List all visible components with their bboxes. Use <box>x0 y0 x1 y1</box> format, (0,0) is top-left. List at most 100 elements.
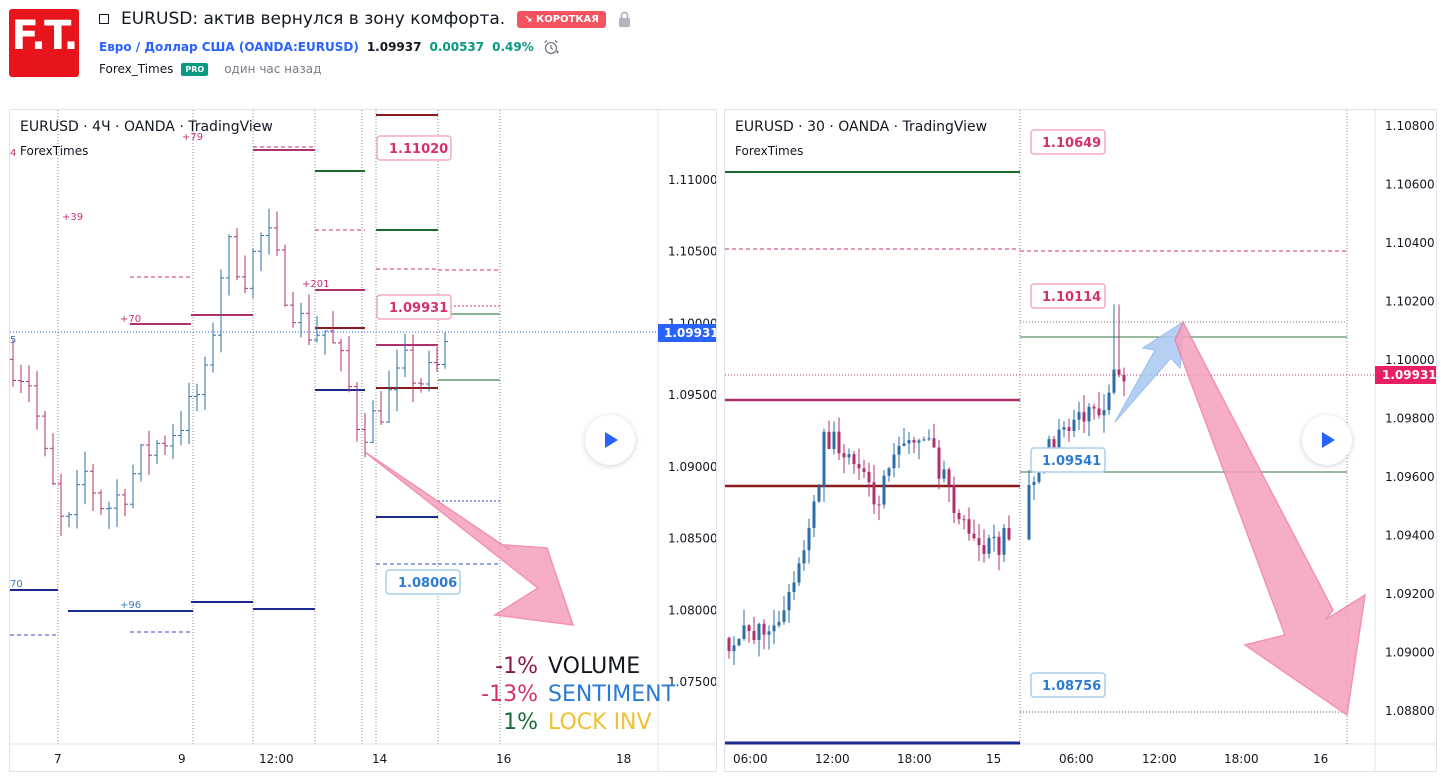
candle <box>862 468 866 472</box>
candle <box>1072 419 1076 432</box>
current-price-tag <box>1375 366 1436 384</box>
time-axis-label: 12:00 <box>815 752 850 766</box>
forex-times-logo[interactable]: F.T. <box>9 9 79 77</box>
price-callout-label: 1.08756 <box>1042 679 1101 694</box>
left-chart-watermark: ForexTimes <box>20 144 89 158</box>
price-axis-label: 1.09000 <box>668 460 716 474</box>
trend-arrow-down <box>1174 320 1366 717</box>
time-axis-label: 18:00 <box>1224 752 1259 766</box>
candle <box>967 519 971 534</box>
price-axis-label: 1.10600 <box>1385 178 1435 192</box>
candle <box>1102 410 1106 416</box>
price-axis-label: 1.10200 <box>1385 295 1435 309</box>
right-chart-watermark: ForexTimes <box>735 144 804 158</box>
candle <box>742 625 746 639</box>
candle <box>947 469 951 486</box>
price-axis-label: 1.10400 <box>1385 236 1435 250</box>
lock-icon <box>619 11 630 27</box>
short-badge: ↘ КОРОТКАЯ <box>517 10 606 28</box>
time-axis-label: 12:00 <box>1142 752 1177 766</box>
candle <box>807 527 811 551</box>
pips-label: 4 <box>10 148 16 159</box>
price-axis-label: 1.11000 <box>668 173 716 187</box>
candle <box>987 538 991 554</box>
candle <box>792 582 796 593</box>
candle <box>952 485 956 514</box>
candle <box>752 631 756 640</box>
price-axis-label: 1.10500 <box>668 245 716 259</box>
candle <box>817 486 821 502</box>
candle <box>857 464 861 469</box>
candle <box>837 431 841 454</box>
candle <box>782 610 786 622</box>
right-chart-panel[interactable]: 1.10649 1.10114 1.09541 1.08756 1.10800 1.106… <box>724 109 1437 772</box>
candle <box>957 513 961 520</box>
price-axis-label: 1.07500 <box>668 675 716 689</box>
price-callout-label: 1.11020 <box>389 142 448 157</box>
stat-row: 1% LOCK INV <box>480 710 652 735</box>
time-axis-label: 18:00 <box>897 752 932 766</box>
candle <box>927 438 931 440</box>
symbol-row: Евро / Доллар США (OANDA:EURUSD) 1.09937… <box>99 38 560 56</box>
alarm-clock-icon[interactable] <box>542 38 560 56</box>
candle <box>1122 374 1126 382</box>
candle <box>942 469 946 479</box>
candle <box>1047 439 1051 448</box>
candle <box>932 438 936 448</box>
candle <box>852 454 856 465</box>
candle <box>922 439 926 441</box>
candle <box>737 638 741 646</box>
candle <box>902 443 906 446</box>
candle <box>872 482 876 505</box>
play-button-right[interactable] <box>1302 415 1352 465</box>
candle <box>897 445 901 455</box>
candle <box>1037 472 1041 482</box>
price-callout-box <box>376 294 452 320</box>
candle <box>982 545 986 554</box>
left-chart-panel[interactable]: 4 +39 +79 +70 +201 +96 70 5 1.11020 1.09931 1.0800… <box>9 109 717 772</box>
candle <box>822 431 826 487</box>
current-price-tag <box>658 324 716 342</box>
price-axis-label: 1.09600 <box>1385 470 1435 484</box>
pips-label: +201 <box>302 279 329 290</box>
pips-label: +79 <box>182 132 203 143</box>
candle <box>827 431 831 450</box>
pips-label: +96 <box>120 600 141 611</box>
candle <box>767 631 771 635</box>
price-axis-label: 1.09800 <box>1385 412 1435 426</box>
play-button[interactable] <box>585 415 635 465</box>
candle <box>1062 427 1066 430</box>
candle <box>802 550 806 564</box>
last-price: 1.09937 <box>366 40 422 54</box>
candle <box>1087 406 1091 422</box>
candle <box>1117 369 1121 375</box>
current-price-label: 1.09931 <box>664 326 716 340</box>
stat-label: VOLUME <box>548 654 641 679</box>
price-axis-label: 1.08000 <box>668 603 716 617</box>
price-axis-label: 1.09200 <box>1385 587 1435 601</box>
play-icon <box>605 432 618 448</box>
stat-label: LOCK INV <box>548 710 652 735</box>
left-chart-canvas[interactable]: 4 +39 +79 +70 +201 +96 70 5 1.11020 1.09931 1.0800… <box>10 110 716 771</box>
price-axis-label: 1.10000 <box>1385 353 1435 367</box>
candle <box>867 471 871 483</box>
price-callout-box <box>376 135 452 161</box>
candle <box>747 625 751 632</box>
candle <box>732 645 736 652</box>
candle <box>907 440 911 444</box>
candle <box>977 538 981 546</box>
candle <box>727 637 731 652</box>
time-axis-label: 06:00 <box>1059 752 1094 766</box>
symbol-link[interactable]: Евро / Доллар США (OANDA:EURUSD) <box>99 40 359 54</box>
time-axis-label: 15 <box>986 752 1001 766</box>
stat-label: SENTIMENT <box>548 682 676 707</box>
pips-label: +39 <box>62 212 83 223</box>
right-chart-canvas[interactable]: 1.10649 1.10114 1.09541 1.08756 1.10800 1.106… <box>725 110 1436 771</box>
left-chart-title: EURUSD · 4Ч · OANDA · TradingView <box>20 119 273 135</box>
publish-time: один час назад <box>224 62 322 76</box>
candle <box>972 533 976 539</box>
pips-label: +70 <box>120 314 141 325</box>
price-callout-label: 1.09541 <box>1042 454 1101 469</box>
candle <box>1092 406 1096 409</box>
author-name[interactable]: Forex_Times <box>99 62 174 76</box>
